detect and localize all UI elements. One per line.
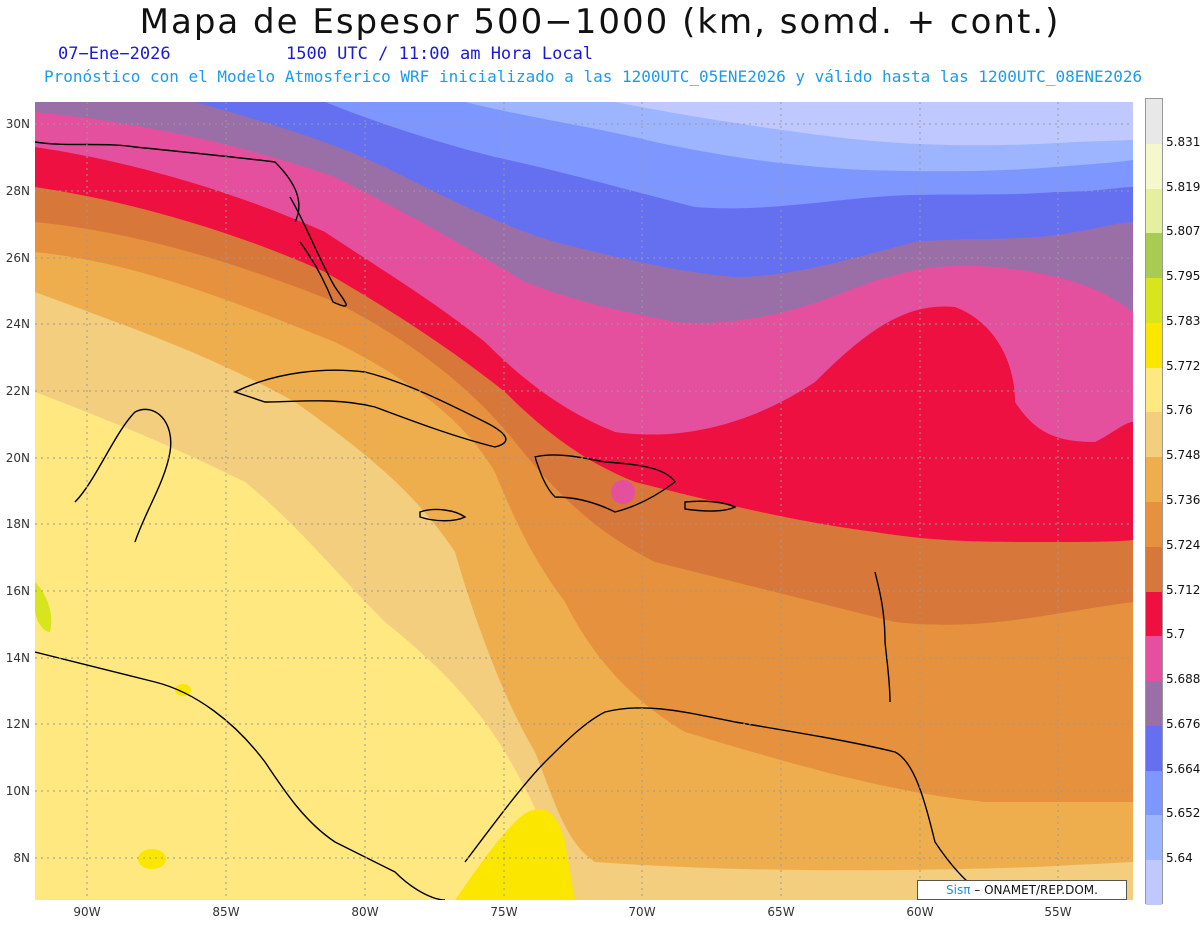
lon-label: 70W xyxy=(628,905,656,919)
colorbar-segment xyxy=(1146,770,1162,816)
lat-label: 20N xyxy=(5,451,30,465)
graticule xyxy=(35,102,1133,900)
colorbar-label: 5.712 xyxy=(1166,582,1200,597)
puerto-rico xyxy=(684,500,737,512)
red-cell xyxy=(912,333,948,381)
colorbar-segment xyxy=(1146,322,1162,368)
gulf-coast xyxy=(35,141,300,223)
colorbar-label: 5.772 xyxy=(1166,358,1200,373)
lesser-antilles xyxy=(874,571,891,703)
central-america xyxy=(35,651,446,900)
colorbar-label: 5.676 xyxy=(1166,716,1200,731)
lat-label: 14N xyxy=(5,651,30,665)
colorbar-label: 5.688 xyxy=(1166,672,1200,687)
colorbar-label: 5.819 xyxy=(1166,179,1200,194)
lat-label: 8N xyxy=(13,851,30,865)
lon-label: 80W xyxy=(351,905,379,919)
hispaniola xyxy=(534,454,676,513)
lon-label: 60W xyxy=(906,905,934,919)
lat-label: 30N xyxy=(5,117,30,131)
lon-label: 90W xyxy=(73,905,101,919)
forecast-time: 1500 UTC / 11:00 am Hora Local xyxy=(286,44,594,64)
lon-label: 75W xyxy=(490,905,518,919)
colorbar-label: 5.64 xyxy=(1166,851,1193,866)
model-init-text: Pronóstico con el Modelo Atmosferico WRF… xyxy=(44,67,1143,86)
colorbar-segment xyxy=(1146,412,1162,458)
colorbar-label: 5.807 xyxy=(1166,224,1200,239)
lat-label: 28N xyxy=(5,184,30,198)
lat-label: 10N xyxy=(5,784,30,798)
colorbar-segment xyxy=(1146,143,1162,189)
colorbar xyxy=(1145,98,1163,905)
yellow-spot xyxy=(455,808,575,900)
colorbar-segment xyxy=(1146,457,1162,502)
map-title: Mapa de Espesor 500−1000 (km, somd. + co… xyxy=(139,2,1061,42)
colorbar-segment xyxy=(1146,546,1162,592)
green-spot xyxy=(35,582,52,632)
colorbar-segment xyxy=(1146,278,1162,323)
lat-label: 26N xyxy=(5,251,30,265)
colorbar-segment xyxy=(1146,815,1162,861)
colorbar-label: 5.748 xyxy=(1166,448,1200,463)
colorbar-segment xyxy=(1146,636,1162,682)
lat-label: 22N xyxy=(5,384,30,398)
band-5.628 xyxy=(615,102,1133,146)
pink-cell xyxy=(611,480,635,504)
colorbar-segment xyxy=(1146,99,1162,144)
colorbar-segment xyxy=(1146,233,1162,279)
lon-label: 55W xyxy=(1044,905,1072,919)
credit-box: Sisπ – ONAMET/REP.DOM. xyxy=(917,880,1127,900)
colorbar-label: 5.724 xyxy=(1166,537,1200,552)
colorbar-segment xyxy=(1146,725,1162,771)
colorbar-label: 5.7 xyxy=(1166,627,1186,642)
colorbar-segment xyxy=(1146,188,1162,234)
florida-coast xyxy=(289,196,347,307)
yucatan xyxy=(74,408,172,543)
credit-text: – ONAMET/REP.DOM. xyxy=(970,883,1098,897)
yellow-spot-2 xyxy=(175,684,191,696)
cuba xyxy=(233,369,507,448)
colorbar-label: 5.76 xyxy=(1166,403,1193,418)
colorbar-label: 5.831 xyxy=(1166,134,1200,149)
lat-label: 16N xyxy=(5,584,30,598)
jamaica xyxy=(419,508,467,522)
colorbar-label: 5.783 xyxy=(1166,313,1200,328)
yellow-spot-3 xyxy=(138,849,166,869)
south-america-coast xyxy=(464,707,996,900)
colorbar-segment xyxy=(1146,502,1162,547)
colorbar-segment xyxy=(1146,591,1162,637)
lat-label: 24N xyxy=(5,317,30,331)
colorbar-segment xyxy=(1146,367,1162,413)
colorbar-label: 5.652 xyxy=(1166,806,1200,821)
colorbar-label: 5.795 xyxy=(1166,269,1200,284)
sispi-logo-text: Sisπ xyxy=(946,883,971,897)
colorbar-label: 5.664 xyxy=(1166,761,1200,776)
coastlines xyxy=(35,141,996,900)
lon-label: 65W xyxy=(767,905,795,919)
lat-label: 18N xyxy=(5,517,30,531)
forecast-date: 07−Ene−2026 xyxy=(58,44,171,64)
colorbar-segment xyxy=(1146,860,1162,905)
lon-label: 85W xyxy=(212,905,240,919)
colorbar-segment xyxy=(1146,681,1162,726)
lat-label: 12N xyxy=(5,717,30,731)
colorbar-label: 5.736 xyxy=(1166,493,1200,507)
thickness-map xyxy=(35,102,1133,900)
